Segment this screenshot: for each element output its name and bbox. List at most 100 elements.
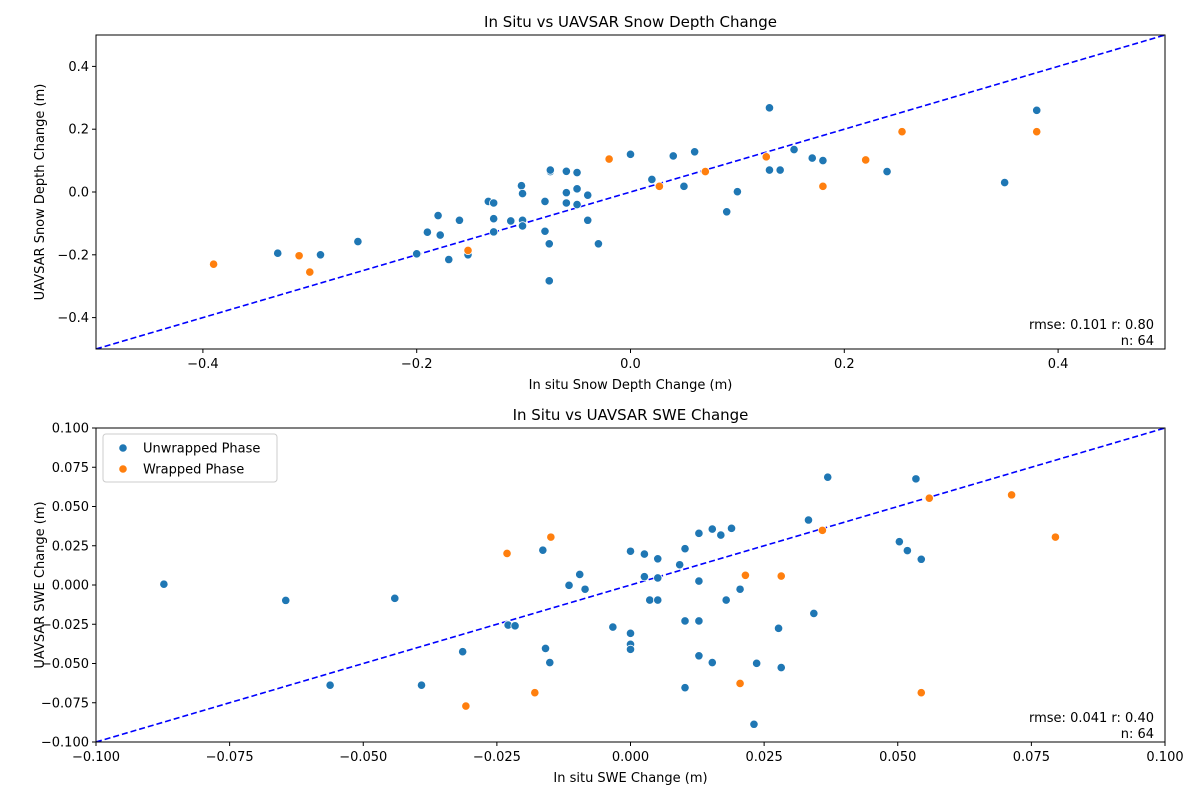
chart-2-x-tick-label: −0.100: [72, 750, 120, 765]
chart-1-stats-rmse: rmse: 0.101 r: 0.80: [1029, 318, 1154, 333]
chart-2-point: [680, 544, 690, 554]
chart-1-point: [506, 216, 516, 226]
chart-1-point: [789, 145, 799, 155]
chart-1-point: [818, 156, 828, 166]
chart-2-point: [325, 680, 335, 690]
chart-1-point: [561, 166, 571, 176]
chart-1-point: [897, 127, 907, 137]
chart-2-x-tick-label: 0.000: [612, 750, 649, 765]
chart-1-point: [861, 155, 871, 165]
chart-1-y-axis-label: UAVSAR Snow Depth Change (m): [33, 84, 48, 301]
chart-1-point: [540, 226, 550, 236]
chart-1-point: [422, 227, 432, 237]
chart-2-x-tick-label: −0.050: [339, 750, 387, 765]
chart-2-point: [740, 570, 751, 580]
chart-1: In Situ vs UAVSAR Snow Depth Change −0.4 −…: [33, 13, 1166, 393]
chart-1-x-tick-label: 0.4: [1048, 357, 1069, 372]
chart-2-point: [694, 616, 704, 626]
chart-1-stats-n: n: 64: [1121, 334, 1154, 349]
chart-1-point: [700, 166, 710, 177]
chart-1-point: [545, 165, 555, 175]
chart-2-point: [749, 719, 759, 729]
chart-2-point: [540, 643, 551, 654]
chart-1-title: In Situ vs UAVSAR Snow Depth Change: [484, 13, 777, 31]
chart-2-point: [680, 683, 690, 693]
chart-2-point: [1050, 532, 1061, 542]
chart-2-point: [530, 688, 540, 698]
chart-2-y-tick-label: −0.100: [41, 736, 89, 751]
chart-1-point: [561, 198, 571, 208]
chart-2-y-tick-label: 0.075: [52, 461, 89, 476]
chart-2-point: [721, 595, 731, 605]
chart-2-stats-n: n: 64: [1121, 727, 1154, 742]
chart-1-x-tick-label: −0.2: [401, 357, 433, 372]
chart-2-point: [924, 493, 934, 503]
chart-2-legend-marker: [118, 464, 128, 474]
chart-1-point: [433, 210, 443, 221]
chart-2-point: [902, 546, 912, 556]
chart-1-x-tick-label: 0.0: [620, 357, 641, 372]
chart-1-point: [517, 221, 528, 231]
chart-1-point: [625, 149, 636, 159]
chart-2-point: [639, 549, 649, 559]
chart-1-point: [583, 215, 593, 225]
chart-2-point: [458, 647, 468, 657]
chart-2-series-1: [159, 472, 926, 729]
chart-2-point: [675, 560, 685, 570]
chart-1-point: [489, 227, 499, 237]
chart-2-point: [916, 554, 926, 564]
chart-2-point: [502, 548, 512, 559]
chart-2-title: In Situ vs UAVSAR SWE Change: [513, 406, 749, 424]
chart-2-x-tick-label: 0.100: [1146, 750, 1183, 765]
chart-2-point: [653, 595, 663, 605]
chart-2-point: [735, 584, 745, 594]
chart-1-x-tick-label: 0.2: [834, 357, 855, 372]
chart-1-point: [561, 188, 571, 198]
chart-2-point: [803, 515, 814, 525]
chart-2-point: [575, 569, 585, 580]
chart-2-point: [545, 657, 555, 668]
chart-1-point: [764, 165, 775, 175]
chart-1-point: [489, 198, 499, 208]
chart-2-legend-label: Wrapped Phase: [143, 463, 244, 478]
chart-1-y-tick-label: −0.4: [57, 311, 89, 326]
chart-2-reference-line: [96, 428, 1165, 742]
chart-1-point: [668, 151, 678, 161]
chart-2-point: [281, 595, 291, 605]
chart-1-y-tick-label: 0.0: [68, 186, 89, 201]
chart-2-legend-box: [102, 433, 278, 483]
chart-2-point: [773, 623, 784, 633]
chart-2-stats-rmse: rmse: 0.041 r: 0.40: [1029, 711, 1154, 726]
chart-1-point: [1032, 105, 1042, 115]
chart-2-legend-marker: [118, 443, 128, 453]
chart-1-point: [654, 181, 664, 191]
chart-1-point: [1032, 127, 1042, 137]
chart-1-point: [583, 190, 593, 200]
chart-1-point: [517, 188, 528, 199]
chart-2-point: [580, 584, 590, 594]
chart-2-point: [564, 580, 574, 590]
chart-1-point: [353, 237, 363, 247]
chart-2-y-tick-label: 0.100: [52, 422, 89, 437]
chart-1-point: [761, 152, 771, 162]
chart-1-point: [690, 147, 700, 157]
chart-1-frame: [95, 34, 1166, 350]
chart-2-point: [694, 528, 704, 538]
chart-1-point: [544, 276, 554, 286]
chart-2: In Situ vs UAVSAR SWE Change −0.100 −0.075…: [33, 406, 1184, 786]
chart-2-point: [416, 680, 427, 690]
chart-2-point: [735, 678, 745, 689]
chart-2-point: [461, 701, 471, 711]
chart-1-point: [807, 153, 817, 163]
chart-1-reference-line: [96, 35, 1165, 349]
chart-2-point: [680, 616, 690, 626]
chart-1-point: [315, 250, 326, 260]
chart-1-point: [454, 215, 465, 225]
chart-1-point: [412, 249, 422, 259]
chart-1-point: [732, 187, 743, 197]
chart-2-point: [817, 525, 827, 535]
chart-2-point: [639, 572, 649, 582]
chart-2-point: [510, 621, 520, 631]
chart-1-point: [273, 248, 283, 258]
